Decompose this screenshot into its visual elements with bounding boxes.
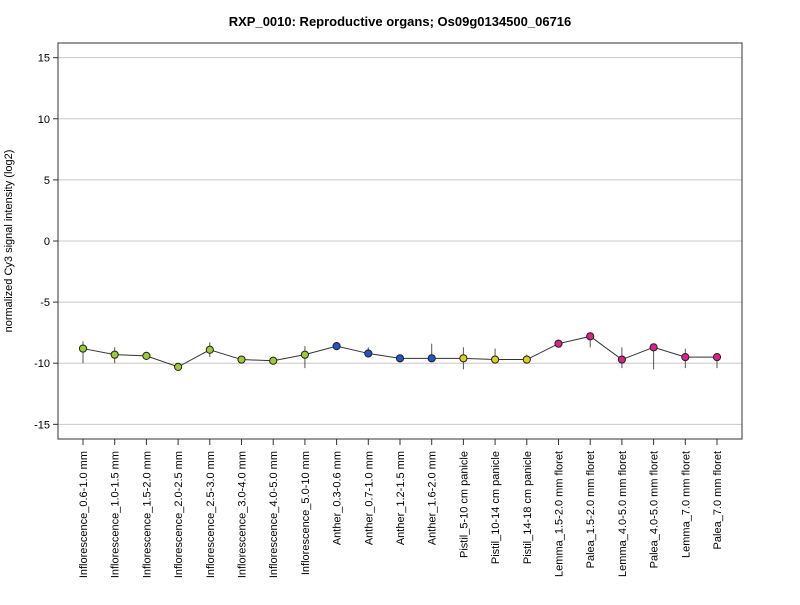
y-tick-label: 0 bbox=[44, 236, 50, 248]
x-tick-label: Lemma_7.0 mm floret bbox=[680, 451, 692, 558]
x-tick-label: Inflorescence_4.0-5.0 mm bbox=[268, 451, 280, 578]
x-tick-label: Anther_0.3-0.6 mm bbox=[332, 451, 344, 545]
data-point bbox=[78, 344, 88, 353]
x-tick-label: Anther_1.2-1.5 mm bbox=[395, 451, 407, 545]
data-point bbox=[522, 355, 531, 364]
data-point bbox=[142, 351, 151, 360]
y-tick-label: 15 bbox=[38, 53, 50, 65]
y-axis: -15 -10 -5 0 5 10 15 bbox=[34, 53, 58, 431]
data-point bbox=[237, 355, 246, 364]
y-axis-label: normalized Cy3 signal intensity (log2) bbox=[3, 150, 15, 333]
data-point bbox=[205, 345, 214, 354]
x-tick-label: Pistil_14-18 cm panicle bbox=[522, 451, 534, 564]
data-point bbox=[491, 355, 500, 364]
data-point bbox=[617, 355, 627, 364]
data-point bbox=[364, 349, 373, 358]
x-axis: Inflorescence_0.6-1.0 mm Inflorescence_1.… bbox=[78, 439, 724, 578]
x-tick-label: Inflorescence_1.0-1.5 mm bbox=[110, 451, 122, 578]
data-point bbox=[586, 332, 595, 341]
data-point bbox=[300, 350, 309, 359]
gridlines bbox=[58, 57, 742, 425]
data-points bbox=[78, 332, 722, 371]
y-tick-label: -5 bbox=[40, 297, 50, 309]
y-tick-label: -10 bbox=[34, 358, 50, 370]
x-tick-label: Anther_0.7-1.0 mm bbox=[363, 451, 375, 545]
data-point bbox=[174, 362, 183, 371]
x-tick-label: Lemma_4.0-5.0 mm floret bbox=[617, 451, 629, 577]
x-tick-label: Lemma_1.5-2.0 mm floret bbox=[554, 451, 566, 577]
x-tick-label: Pistil_10-14 cm panicle bbox=[490, 451, 502, 564]
data-point bbox=[332, 342, 341, 351]
data-point bbox=[395, 354, 405, 363]
y-tick-label: -15 bbox=[34, 419, 50, 431]
x-tick-label: Inflorescence_1.5-2.0 mm bbox=[141, 451, 153, 578]
x-tick-label: Inflorescence_2.5-3.0 mm bbox=[205, 451, 217, 578]
data-point bbox=[459, 354, 468, 363]
data-point bbox=[269, 356, 278, 365]
x-tick-label: Inflorescence_3.0-4.0 mm bbox=[237, 451, 249, 578]
x-tick-label: Anther_1.6-2.0 mm bbox=[427, 451, 439, 545]
data-point bbox=[110, 350, 119, 359]
x-tick-label: Palea_7.0 mm floret bbox=[712, 451, 724, 549]
data-point bbox=[649, 343, 658, 352]
x-tick-label: Palea_4.0-5.0 mm floret bbox=[649, 451, 661, 568]
x-tick-label: Inflorescence_2.0-2.5 mm bbox=[173, 451, 185, 578]
x-tick-label: Inflorescence_0.6-1.0 mm bbox=[78, 451, 90, 578]
data-point bbox=[554, 339, 563, 348]
x-tick-label: Palea_1.5-2.0 mm floret bbox=[585, 451, 597, 568]
x-tick-label: Inflorescence_5.0-10 mm bbox=[300, 451, 312, 575]
y-tick-label: 5 bbox=[44, 175, 50, 187]
chart-title: RXP_0010: Reproductive organs; Os09g0134… bbox=[229, 14, 572, 29]
x-tick-label: Pistil_5-10 cm panicle bbox=[458, 451, 470, 558]
data-point bbox=[681, 353, 690, 362]
data-point bbox=[427, 354, 436, 363]
data-point bbox=[712, 353, 722, 362]
y-tick-label: 10 bbox=[38, 114, 50, 126]
